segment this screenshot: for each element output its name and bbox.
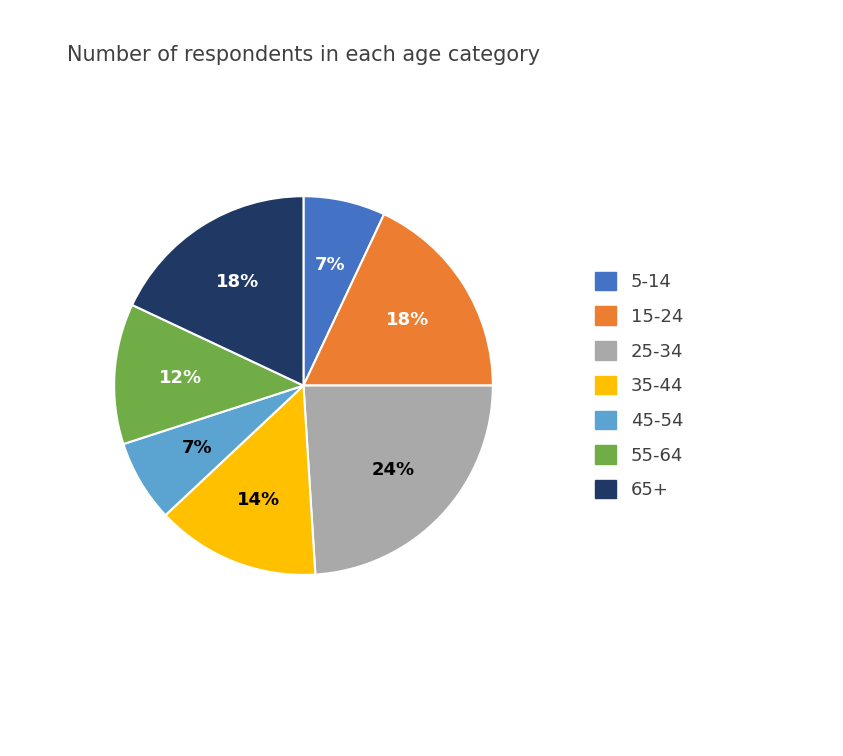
Wedge shape bbox=[303, 214, 493, 386]
Wedge shape bbox=[123, 386, 303, 515]
Wedge shape bbox=[303, 386, 493, 575]
Title: Number of respondents in each age category: Number of respondents in each age catego… bbox=[67, 45, 540, 65]
Wedge shape bbox=[165, 386, 315, 575]
Legend: 5-14, 15-24, 25-34, 35-44, 45-54, 55-64, 65+: 5-14, 15-24, 25-34, 35-44, 45-54, 55-64,… bbox=[586, 263, 692, 508]
Text: 18%: 18% bbox=[386, 311, 429, 329]
Text: 18%: 18% bbox=[216, 273, 259, 290]
Wedge shape bbox=[132, 197, 303, 386]
Wedge shape bbox=[303, 197, 384, 386]
Text: 14%: 14% bbox=[237, 491, 280, 509]
Text: 7%: 7% bbox=[182, 439, 212, 457]
Text: 12%: 12% bbox=[159, 369, 202, 387]
Wedge shape bbox=[114, 305, 303, 444]
Text: 7%: 7% bbox=[315, 256, 346, 274]
Text: 24%: 24% bbox=[372, 461, 415, 479]
